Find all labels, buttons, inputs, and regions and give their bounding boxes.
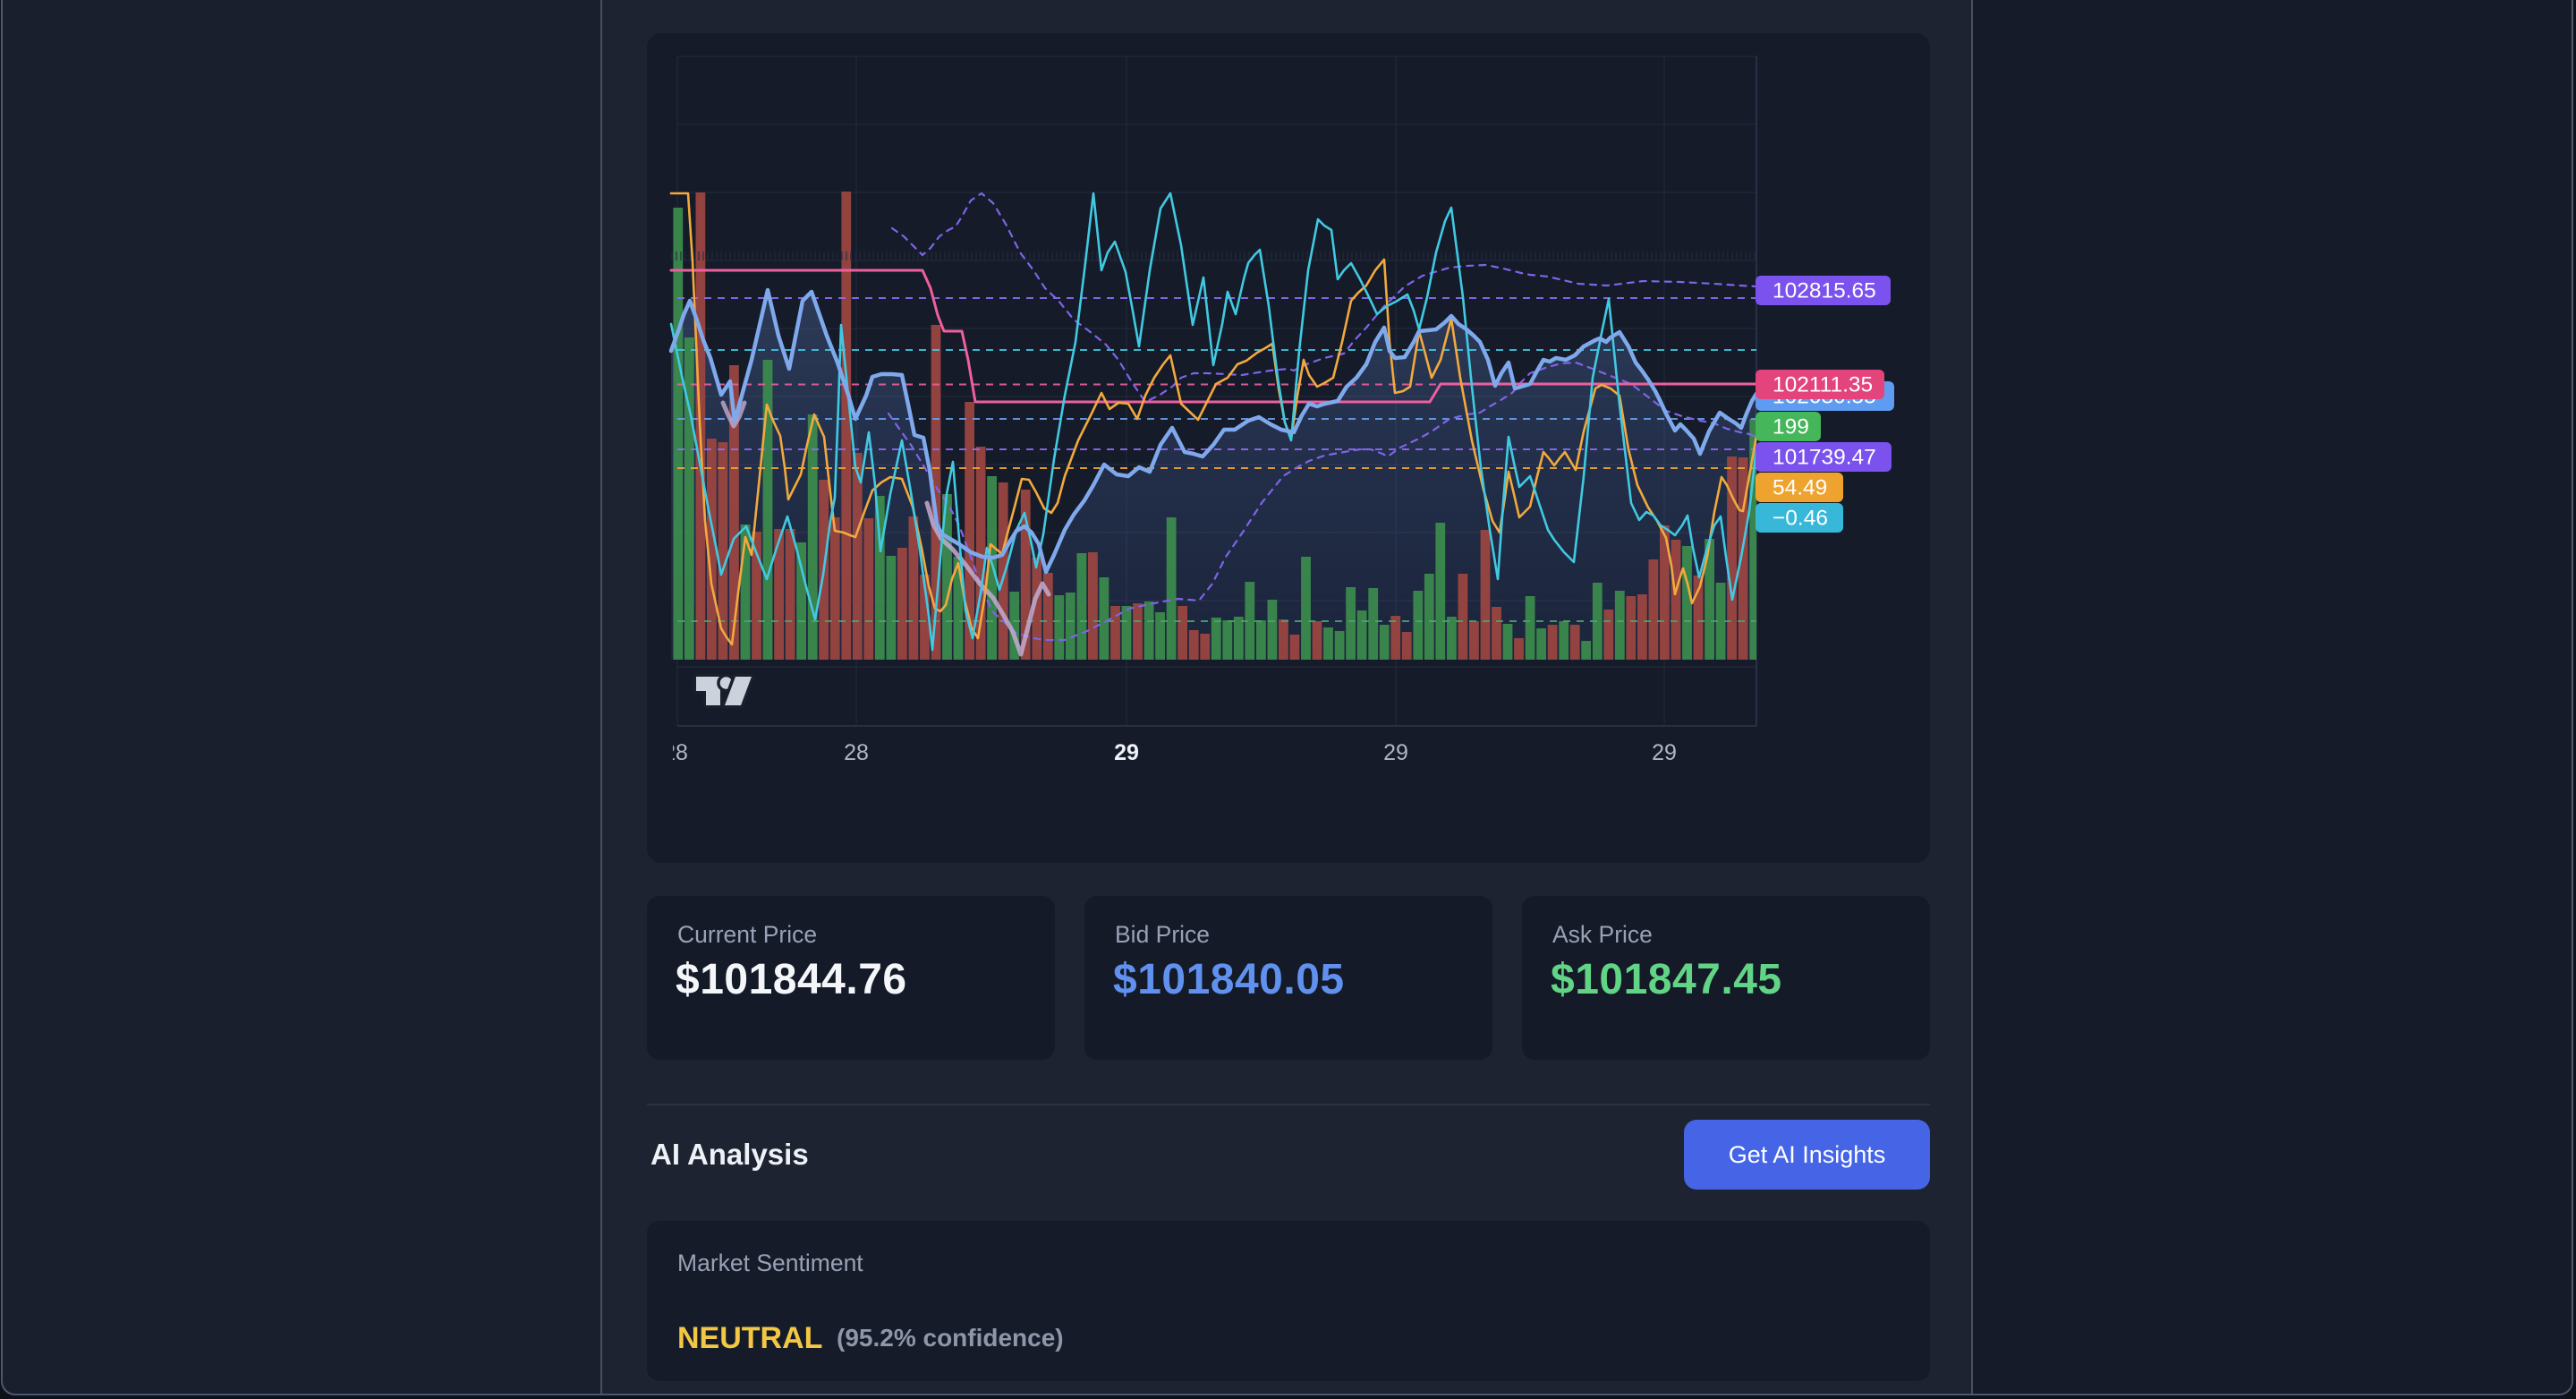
svg-text:28: 28: [844, 740, 869, 765]
svg-text:54.49: 54.49: [1773, 476, 1827, 500]
svg-text:101739.47: 101739.47: [1773, 446, 1876, 470]
svg-text:29: 29: [1652, 740, 1677, 765]
svg-text:29: 29: [1114, 740, 1139, 765]
svg-text:199: 199: [1773, 415, 1809, 439]
svg-text:102815.65: 102815.65: [1773, 279, 1876, 303]
svg-text:29: 29: [1383, 740, 1408, 765]
svg-text:−0.46: −0.46: [1773, 507, 1828, 531]
svg-text:102111.35: 102111.35: [1773, 373, 1873, 397]
